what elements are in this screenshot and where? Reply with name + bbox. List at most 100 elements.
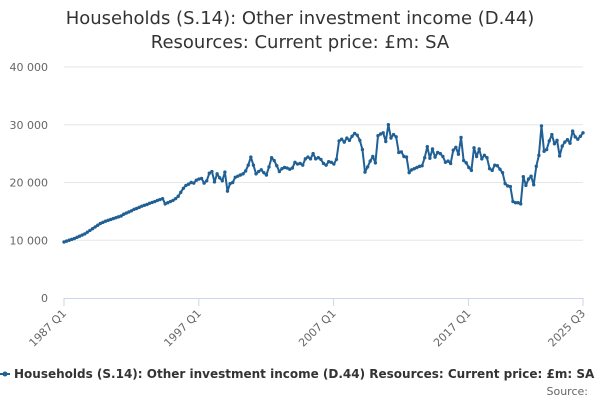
data-point[interactable]	[568, 141, 572, 145]
data-point[interactable]	[197, 177, 201, 181]
data-point[interactable]	[314, 157, 318, 161]
data-point[interactable]	[451, 148, 455, 152]
data-point[interactable]	[145, 202, 149, 207]
data-point[interactable]	[363, 170, 367, 174]
data-point[interactable]	[119, 214, 123, 218]
data-point[interactable]	[326, 160, 331, 164]
data-point[interactable]	[295, 162, 300, 166]
data-point[interactable]	[352, 131, 357, 136]
data-point[interactable]	[555, 138, 559, 143]
data-point[interactable]	[109, 217, 113, 222]
data-point[interactable]	[293, 160, 297, 164]
data-point[interactable]	[103, 219, 108, 223]
data-point[interactable]	[339, 137, 344, 141]
data-point[interactable]	[345, 136, 349, 140]
data-point[interactable]	[350, 134, 354, 138]
data-point[interactable]	[70, 237, 74, 242]
data-point[interactable]	[500, 170, 505, 175]
data-point[interactable]	[168, 199, 173, 204]
data-point[interactable]	[378, 132, 383, 136]
data-point[interactable]	[381, 131, 385, 135]
data-point[interactable]	[480, 157, 484, 161]
data-point[interactable]	[337, 139, 341, 143]
data-point[interactable]	[116, 215, 121, 219]
data-point[interactable]	[552, 142, 557, 146]
data-point[interactable]	[189, 180, 193, 185]
data-point[interactable]	[246, 163, 250, 167]
data-point[interactable]	[542, 149, 546, 154]
data-point[interactable]	[176, 194, 180, 199]
data-point[interactable]	[238, 173, 243, 177]
data-point[interactable]	[166, 201, 170, 205]
data-point[interactable]	[435, 150, 440, 155]
data-point[interactable]	[140, 204, 144, 208]
data-point[interactable]	[259, 168, 263, 172]
data-point[interactable]	[565, 138, 570, 142]
data-point[interactable]	[228, 181, 232, 186]
data-point[interactable]	[373, 161, 378, 165]
data-point[interactable]	[324, 163, 328, 167]
data-point[interactable]	[171, 198, 175, 203]
data-point[interactable]	[93, 225, 97, 229]
data-point[interactable]	[404, 155, 409, 159]
data-point[interactable]	[550, 132, 554, 137]
data-point[interactable]	[537, 153, 541, 158]
data-point[interactable]	[101, 220, 105, 225]
data-point[interactable]	[106, 218, 110, 223]
data-point[interactable]	[77, 234, 82, 238]
data-point[interactable]	[394, 135, 398, 139]
data-point[interactable]	[241, 172, 245, 176]
data-point[interactable]	[150, 200, 154, 205]
data-point[interactable]	[498, 167, 502, 171]
data-point[interactable]	[215, 172, 219, 176]
data-point[interactable]	[360, 147, 365, 152]
data-point[interactable]	[560, 144, 564, 148]
data-point[interactable]	[316, 155, 321, 160]
data-point[interactable]	[459, 135, 463, 140]
data-point[interactable]	[98, 221, 103, 226]
data-point[interactable]	[132, 207, 136, 212]
data-point[interactable]	[386, 123, 391, 127]
data-point[interactable]	[218, 176, 222, 180]
data-point[interactable]	[114, 216, 118, 220]
data-point[interactable]	[493, 163, 497, 167]
data-point[interactable]	[511, 199, 515, 204]
data-point[interactable]	[225, 189, 230, 193]
data-point[interactable]	[220, 179, 224, 183]
data-point[interactable]	[88, 228, 92, 233]
data-point[interactable]	[576, 137, 580, 141]
data-point[interactable]	[249, 155, 253, 159]
data-point[interactable]	[412, 166, 417, 171]
data-point[interactable]	[368, 159, 372, 163]
data-point[interactable]	[129, 209, 134, 213]
data-point[interactable]	[90, 227, 95, 231]
data-point[interactable]	[332, 162, 336, 166]
data-point[interactable]	[420, 164, 424, 168]
legend[interactable]: Households (S.14): Other investment inco…	[0, 367, 595, 381]
data-point[interactable]	[443, 160, 448, 164]
data-point[interactable]	[482, 153, 487, 158]
data-point[interactable]	[334, 157, 339, 162]
data-point[interactable]	[262, 170, 266, 175]
data-point[interactable]	[212, 180, 217, 184]
data-point[interactable]	[243, 169, 248, 173]
data-point[interactable]	[256, 169, 261, 174]
data-point[interactable]	[186, 182, 191, 186]
data-point[interactable]	[72, 236, 77, 241]
data-point[interactable]	[407, 170, 411, 175]
data-point[interactable]	[111, 216, 116, 221]
data-point[interactable]	[433, 155, 437, 159]
data-point[interactable]	[202, 181, 206, 185]
data-point[interactable]	[529, 174, 533, 178]
data-point[interactable]	[160, 196, 165, 201]
data-point[interactable]	[506, 184, 510, 188]
data-point[interactable]	[456, 152, 461, 156]
data-point[interactable]	[384, 139, 388, 144]
data-point[interactable]	[513, 201, 518, 205]
data-point[interactable]	[477, 147, 481, 151]
data-point[interactable]	[275, 164, 279, 168]
data-point[interactable]	[578, 134, 583, 138]
data-point[interactable]	[301, 163, 305, 167]
data-point[interactable]	[205, 179, 209, 183]
data-point[interactable]	[516, 201, 520, 205]
